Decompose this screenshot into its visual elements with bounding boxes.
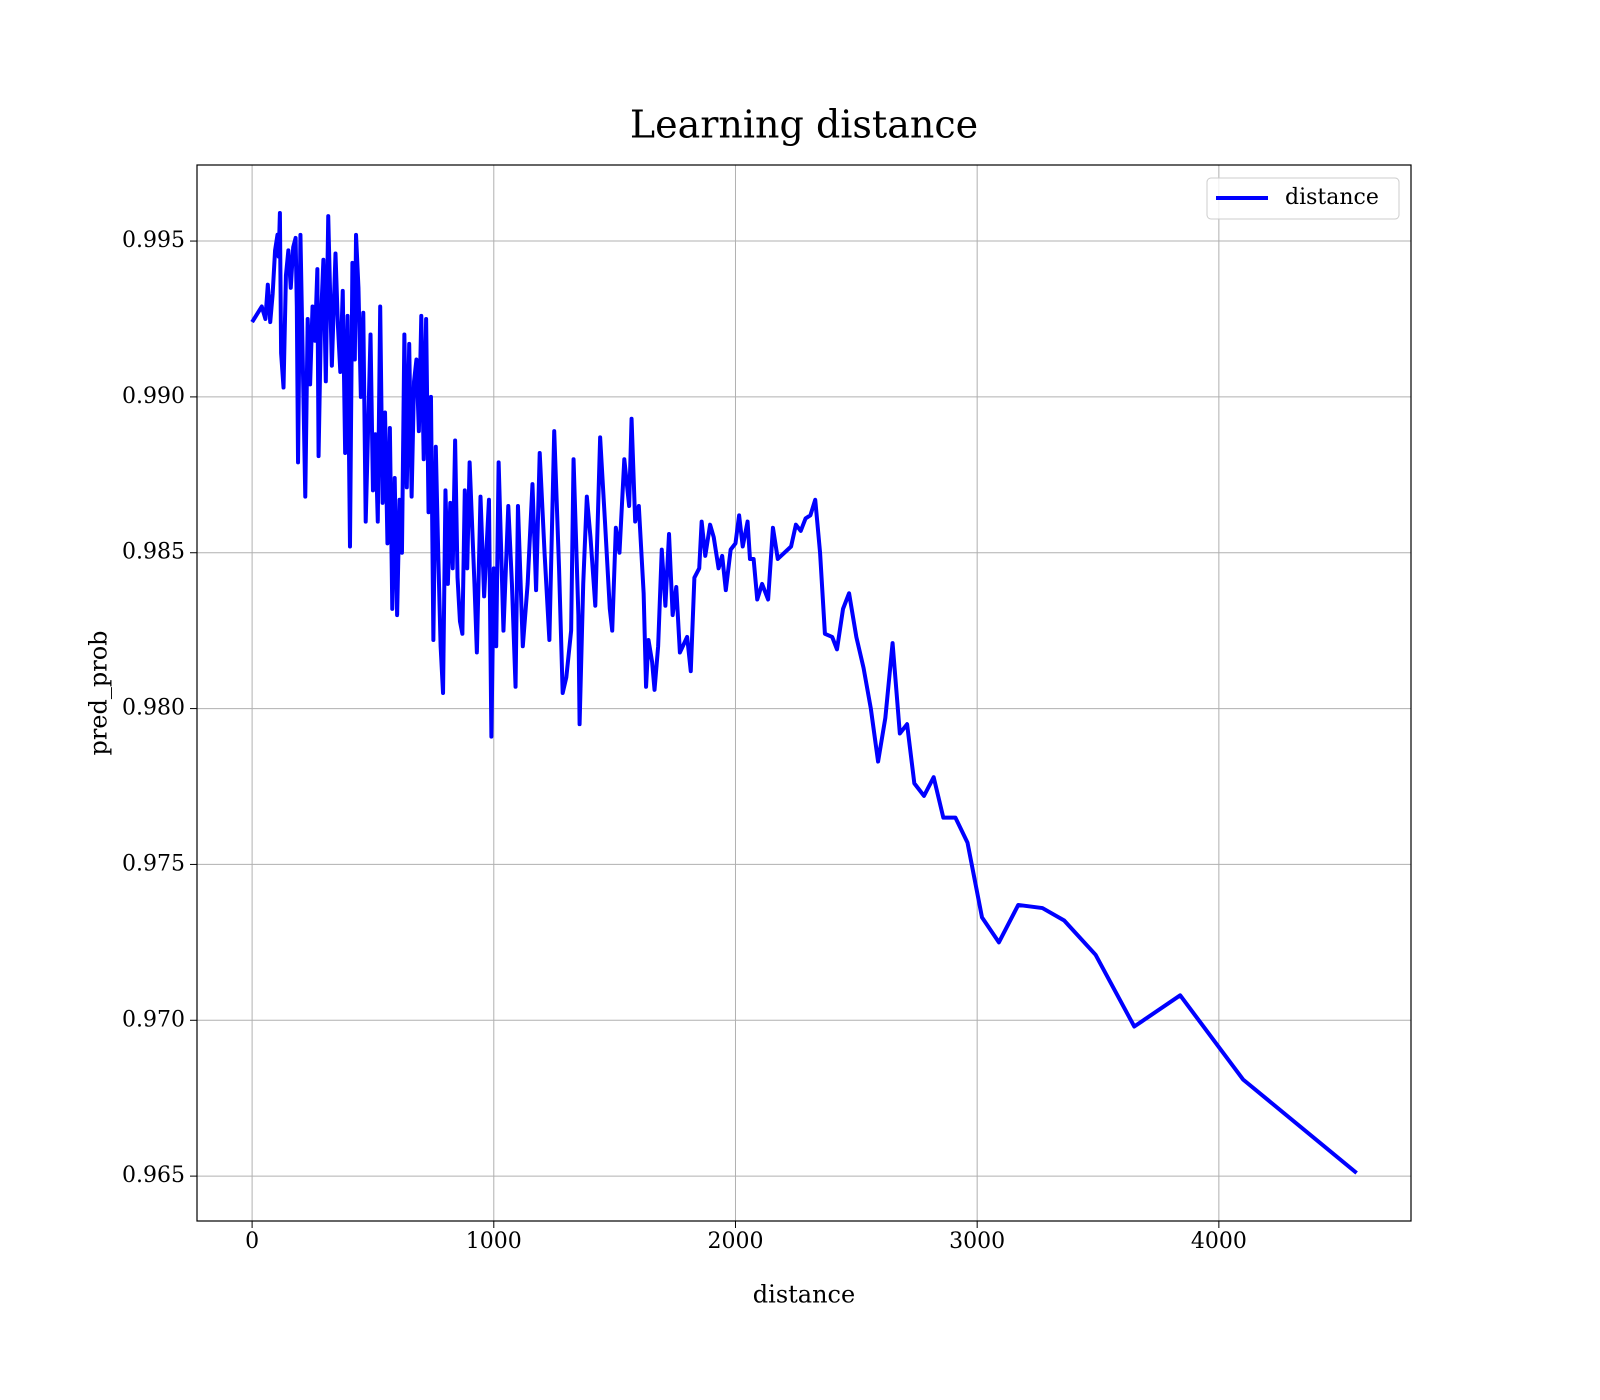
- y-tick-label: 0.970: [122, 1007, 185, 1032]
- chart-title: Learning distance: [630, 103, 978, 147]
- x-tick-label: 3000: [949, 1229, 1005, 1254]
- x-tick-label: 2000: [707, 1229, 763, 1254]
- y-tick-label: 0.965: [122, 1163, 185, 1188]
- x-tick-label: 1000: [466, 1229, 522, 1254]
- y-tick-label: 0.995: [122, 228, 185, 253]
- y-tick-label: 0.990: [122, 384, 185, 409]
- x-axis-label: distance: [753, 1281, 855, 1309]
- y-tick-label: 0.975: [122, 851, 185, 876]
- x-tick-label: 4000: [1191, 1229, 1247, 1254]
- y-axis-label: pred_prob: [85, 630, 113, 755]
- plot-frame: [196, 164, 1412, 1222]
- y-tick-label: 0.980: [122, 696, 185, 721]
- y-tick-label: 0.985: [122, 540, 185, 565]
- legend-label: distance: [1285, 185, 1379, 210]
- x-tick-label: 0: [245, 1229, 259, 1254]
- data-line: [250, 211, 1358, 1175]
- legend-box: [1206, 177, 1400, 220]
